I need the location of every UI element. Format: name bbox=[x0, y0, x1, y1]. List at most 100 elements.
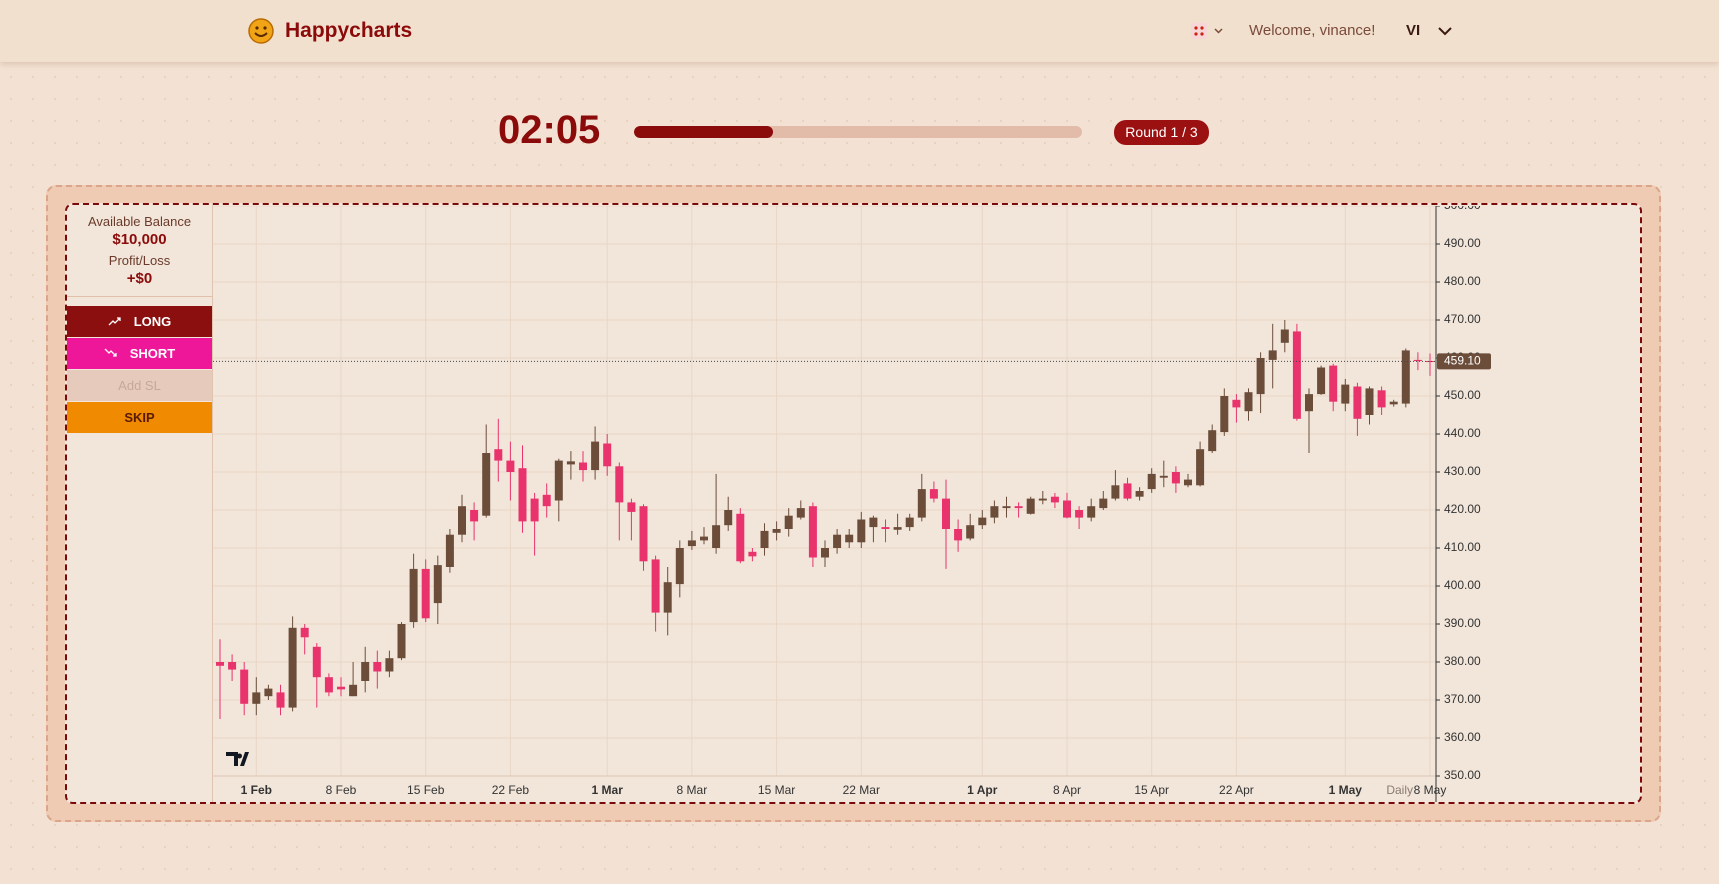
candle-body bbox=[554, 460, 563, 501]
last-price-box bbox=[1437, 353, 1491, 370]
candle-body bbox=[433, 565, 442, 604]
candle-body bbox=[1135, 491, 1144, 497]
x-tick-label: 1 May bbox=[1329, 783, 1363, 797]
candle-body bbox=[542, 494, 551, 507]
candle-body bbox=[1050, 496, 1059, 503]
long-button[interactable]: LONG bbox=[67, 306, 212, 337]
tradingview-logo[interactable] bbox=[226, 752, 249, 766]
candle-body bbox=[482, 453, 491, 516]
brand[interactable]: Happycharts bbox=[285, 19, 413, 42]
candle-body bbox=[300, 627, 309, 638]
candle-body bbox=[1123, 483, 1132, 499]
x-tick-label: 8 Apr bbox=[1053, 783, 1081, 797]
candle-body bbox=[1329, 365, 1338, 402]
candle-body bbox=[954, 529, 963, 541]
candle-body bbox=[808, 506, 817, 558]
candle-body bbox=[700, 536, 708, 541]
candle-body bbox=[1377, 390, 1386, 408]
candle-body bbox=[627, 502, 636, 512]
candle-body bbox=[663, 582, 672, 613]
candle-body bbox=[1087, 506, 1096, 518]
round-badge: Round 1 / 3 bbox=[1114, 120, 1209, 145]
user-menu-chevron[interactable] bbox=[1437, 24, 1453, 38]
candle-body bbox=[566, 461, 575, 465]
divider bbox=[67, 296, 212, 297]
welcome-text: Welcome, vinance! bbox=[1249, 22, 1376, 39]
candle-body bbox=[893, 527, 902, 530]
candle-body bbox=[1280, 329, 1289, 343]
candle-body bbox=[506, 460, 515, 472]
x-tick-label: 1 Apr bbox=[967, 783, 998, 797]
candle-body bbox=[252, 692, 261, 704]
candle-body bbox=[651, 559, 660, 613]
x-tick-label: 22 Apr bbox=[1219, 783, 1254, 797]
plot-area bbox=[213, 206, 1436, 776]
candle-body bbox=[1220, 396, 1229, 433]
candle-body bbox=[615, 466, 624, 503]
candle-body bbox=[1038, 498, 1047, 501]
candle-body bbox=[421, 568, 430, 619]
chart: Daily 350.00 360.00 370.00 380.00 390.00 400.… bbox=[213, 206, 1491, 802]
candle-body bbox=[881, 527, 890, 529]
x-tick-label: 22 Feb bbox=[492, 783, 530, 797]
balance: $10,000 bbox=[112, 231, 167, 248]
short-button[interactable]: SHORT bbox=[67, 338, 212, 369]
add-sl-button[interactable]: Add SL bbox=[67, 370, 212, 401]
candle-body bbox=[373, 662, 382, 672]
apps-menu[interactable] bbox=[1191, 22, 1231, 40]
candle-body bbox=[712, 525, 721, 548]
candle-body bbox=[397, 624, 406, 659]
candle-body bbox=[470, 510, 479, 522]
candle-body bbox=[445, 534, 454, 567]
y-tick-label: 400.00 bbox=[1444, 578, 1481, 592]
balance-label: Available Balance bbox=[87, 214, 192, 229]
candle-body bbox=[1159, 475, 1168, 478]
candle-body bbox=[724, 510, 733, 526]
skip-button[interactable]: SKIP bbox=[67, 402, 212, 433]
candle-body bbox=[869, 517, 878, 528]
candle-body bbox=[1002, 506, 1011, 509]
candle-body bbox=[264, 688, 273, 697]
short-label: SHORT bbox=[129, 346, 176, 361]
pnl-label: Profit/Loss bbox=[108, 253, 171, 268]
user-avatar[interactable]: VI bbox=[1406, 22, 1421, 39]
last-price-label: 459.10 bbox=[1444, 354, 1481, 368]
candle-body bbox=[845, 534, 854, 543]
candle-body bbox=[1292, 331, 1301, 419]
candle-body bbox=[1184, 479, 1192, 486]
x-tick-label: 1 Mar bbox=[592, 783, 624, 797]
candle-body bbox=[748, 551, 757, 557]
x-tick-label: 8 Feb bbox=[326, 783, 357, 797]
candle-body bbox=[216, 662, 224, 666]
candle-body bbox=[1014, 506, 1023, 509]
candle-body bbox=[1075, 510, 1084, 518]
candle-body bbox=[1099, 498, 1108, 509]
x-tick-label: 8 May bbox=[1414, 783, 1447, 797]
candle-body bbox=[409, 568, 418, 623]
y-tick-label: 440.00 bbox=[1444, 426, 1481, 440]
candle-body bbox=[905, 517, 914, 528]
y-tick-label: 370.00 bbox=[1444, 692, 1481, 706]
interval-label: Daily bbox=[1386, 783, 1413, 797]
progress-track bbox=[634, 126, 1082, 138]
candle-body bbox=[1317, 367, 1326, 395]
candle-body bbox=[579, 462, 587, 471]
candle-body bbox=[494, 449, 503, 461]
candle-body bbox=[324, 677, 333, 693]
x-tick-label: 15 Apr bbox=[1134, 783, 1169, 797]
candle-body bbox=[966, 525, 975, 539]
candle-body bbox=[833, 534, 842, 548]
candle-body bbox=[1268, 350, 1277, 360]
y-tick-label: 490.00 bbox=[1444, 236, 1481, 250]
timer: 02:05 bbox=[498, 108, 601, 152]
candle-body bbox=[639, 506, 648, 562]
candle-body bbox=[675, 548, 684, 585]
candle-body bbox=[337, 686, 345, 690]
candle-body bbox=[1413, 359, 1422, 362]
candle-body bbox=[240, 669, 249, 704]
logo[interactable] bbox=[247, 17, 275, 45]
candle-body bbox=[518, 468, 527, 522]
candle-body bbox=[349, 684, 358, 697]
candle-body bbox=[591, 441, 600, 471]
